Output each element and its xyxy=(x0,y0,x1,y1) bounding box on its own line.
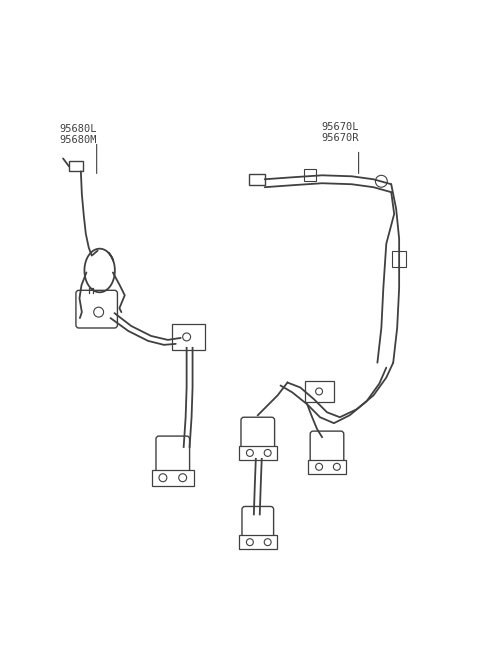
Circle shape xyxy=(246,538,253,546)
Text: 95680L
95680M: 95680L 95680M xyxy=(59,124,96,145)
FancyBboxPatch shape xyxy=(308,460,346,474)
Circle shape xyxy=(246,449,253,457)
Circle shape xyxy=(375,176,387,187)
FancyBboxPatch shape xyxy=(76,290,118,328)
Text: 95670L
95670R: 95670L 95670R xyxy=(321,122,359,143)
Circle shape xyxy=(264,538,271,546)
Circle shape xyxy=(183,333,191,341)
Circle shape xyxy=(316,388,323,395)
FancyBboxPatch shape xyxy=(239,446,276,460)
Bar xyxy=(69,161,83,172)
Circle shape xyxy=(94,307,104,317)
Circle shape xyxy=(264,449,271,457)
Circle shape xyxy=(334,463,340,470)
FancyBboxPatch shape xyxy=(156,436,190,474)
Bar xyxy=(392,251,406,267)
Bar xyxy=(304,170,316,181)
Circle shape xyxy=(316,463,323,470)
Circle shape xyxy=(159,474,167,481)
FancyBboxPatch shape xyxy=(239,535,276,549)
Circle shape xyxy=(179,474,187,481)
FancyBboxPatch shape xyxy=(242,506,274,540)
FancyBboxPatch shape xyxy=(305,381,334,402)
FancyBboxPatch shape xyxy=(152,470,193,485)
FancyBboxPatch shape xyxy=(172,324,205,350)
FancyBboxPatch shape xyxy=(241,417,275,451)
FancyBboxPatch shape xyxy=(310,431,344,465)
Bar xyxy=(249,174,264,185)
